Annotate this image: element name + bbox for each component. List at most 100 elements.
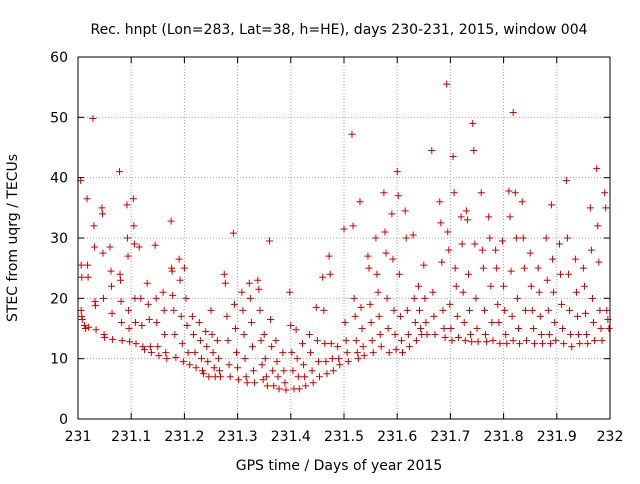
data-point	[163, 355, 171, 363]
data-point	[526, 249, 534, 257]
y-tick-label: 40	[50, 171, 68, 187]
data-point	[568, 343, 576, 351]
data-point	[605, 325, 613, 332]
data-point	[349, 222, 357, 230]
data-point	[489, 337, 497, 345]
data-point	[175, 255, 183, 263]
data-point	[90, 222, 98, 230]
data-point	[405, 343, 413, 351]
data-point	[544, 306, 552, 314]
data-point	[230, 300, 238, 308]
data-point	[483, 338, 491, 346]
data-point	[411, 318, 419, 326]
data-point	[124, 252, 132, 260]
data-point	[152, 294, 160, 302]
data-point	[518, 198, 526, 206]
data-point	[443, 80, 451, 88]
data-point	[292, 326, 300, 334]
data-point	[550, 288, 558, 296]
data-point	[495, 318, 503, 326]
data-point	[198, 367, 206, 375]
data-point	[410, 294, 418, 302]
data-point	[582, 309, 590, 317]
data-point	[547, 201, 555, 209]
data-point	[240, 331, 248, 339]
data-point	[428, 147, 436, 155]
data-point	[391, 331, 399, 339]
data-point	[159, 288, 167, 296]
data-point	[196, 337, 204, 345]
data-point	[454, 334, 462, 342]
data-point	[294, 373, 302, 381]
data-point	[107, 267, 115, 275]
data-point	[233, 349, 241, 357]
data-point	[184, 349, 192, 357]
data-point	[595, 258, 603, 266]
data-point	[404, 331, 412, 339]
data-point	[583, 331, 591, 339]
data-point	[131, 318, 139, 326]
data-point	[132, 340, 140, 348]
data-point	[576, 340, 584, 348]
data-point	[293, 355, 301, 363]
data-point	[270, 382, 278, 390]
data-point	[473, 325, 481, 332]
data-point	[295, 385, 303, 393]
data-point	[399, 349, 407, 357]
data-point	[598, 337, 606, 345]
data-point	[474, 338, 482, 346]
data-point	[546, 340, 554, 348]
data-point	[326, 270, 334, 278]
data-point	[125, 306, 133, 314]
data-point	[183, 321, 191, 329]
data-point	[226, 373, 234, 381]
data-point	[257, 337, 265, 345]
data-point	[306, 349, 314, 357]
data-point	[135, 243, 143, 251]
data-point	[421, 294, 429, 302]
data-point	[567, 331, 575, 339]
data-point	[160, 306, 168, 314]
data-point	[319, 273, 327, 281]
data-point	[557, 270, 565, 278]
data-point	[139, 343, 147, 351]
data-point	[470, 147, 478, 155]
y-tick-label: 0	[59, 412, 68, 428]
data-point	[261, 355, 269, 363]
data-point	[327, 340, 335, 348]
data-point	[384, 325, 392, 332]
data-point	[574, 312, 582, 320]
data-point	[446, 300, 454, 308]
x-tick-label: 231.8	[484, 429, 524, 445]
data-point	[358, 325, 366, 332]
data-point	[360, 352, 368, 360]
data-point	[316, 373, 324, 381]
data-point	[325, 252, 333, 260]
data-point	[180, 264, 188, 272]
data-point	[78, 315, 86, 323]
data-point	[440, 325, 448, 332]
data-point	[117, 276, 125, 284]
data-point	[258, 361, 266, 369]
data-point	[586, 204, 594, 212]
data-point	[131, 294, 139, 302]
data-point	[580, 282, 588, 290]
data-point	[280, 367, 288, 375]
data-point	[479, 264, 487, 272]
data-point	[509, 337, 517, 345]
data-point	[123, 201, 131, 209]
data-point	[401, 207, 409, 215]
data-point	[275, 385, 283, 393]
data-point	[348, 130, 356, 138]
data-point	[288, 349, 296, 357]
data-point	[153, 318, 161, 326]
data-point	[551, 318, 559, 326]
data-point	[118, 318, 126, 326]
data-point	[468, 338, 476, 346]
data-point	[129, 195, 137, 203]
data-point	[447, 325, 455, 332]
data-point	[229, 229, 237, 237]
data-point	[534, 264, 542, 272]
data-point	[436, 198, 444, 206]
data-point	[559, 325, 567, 332]
